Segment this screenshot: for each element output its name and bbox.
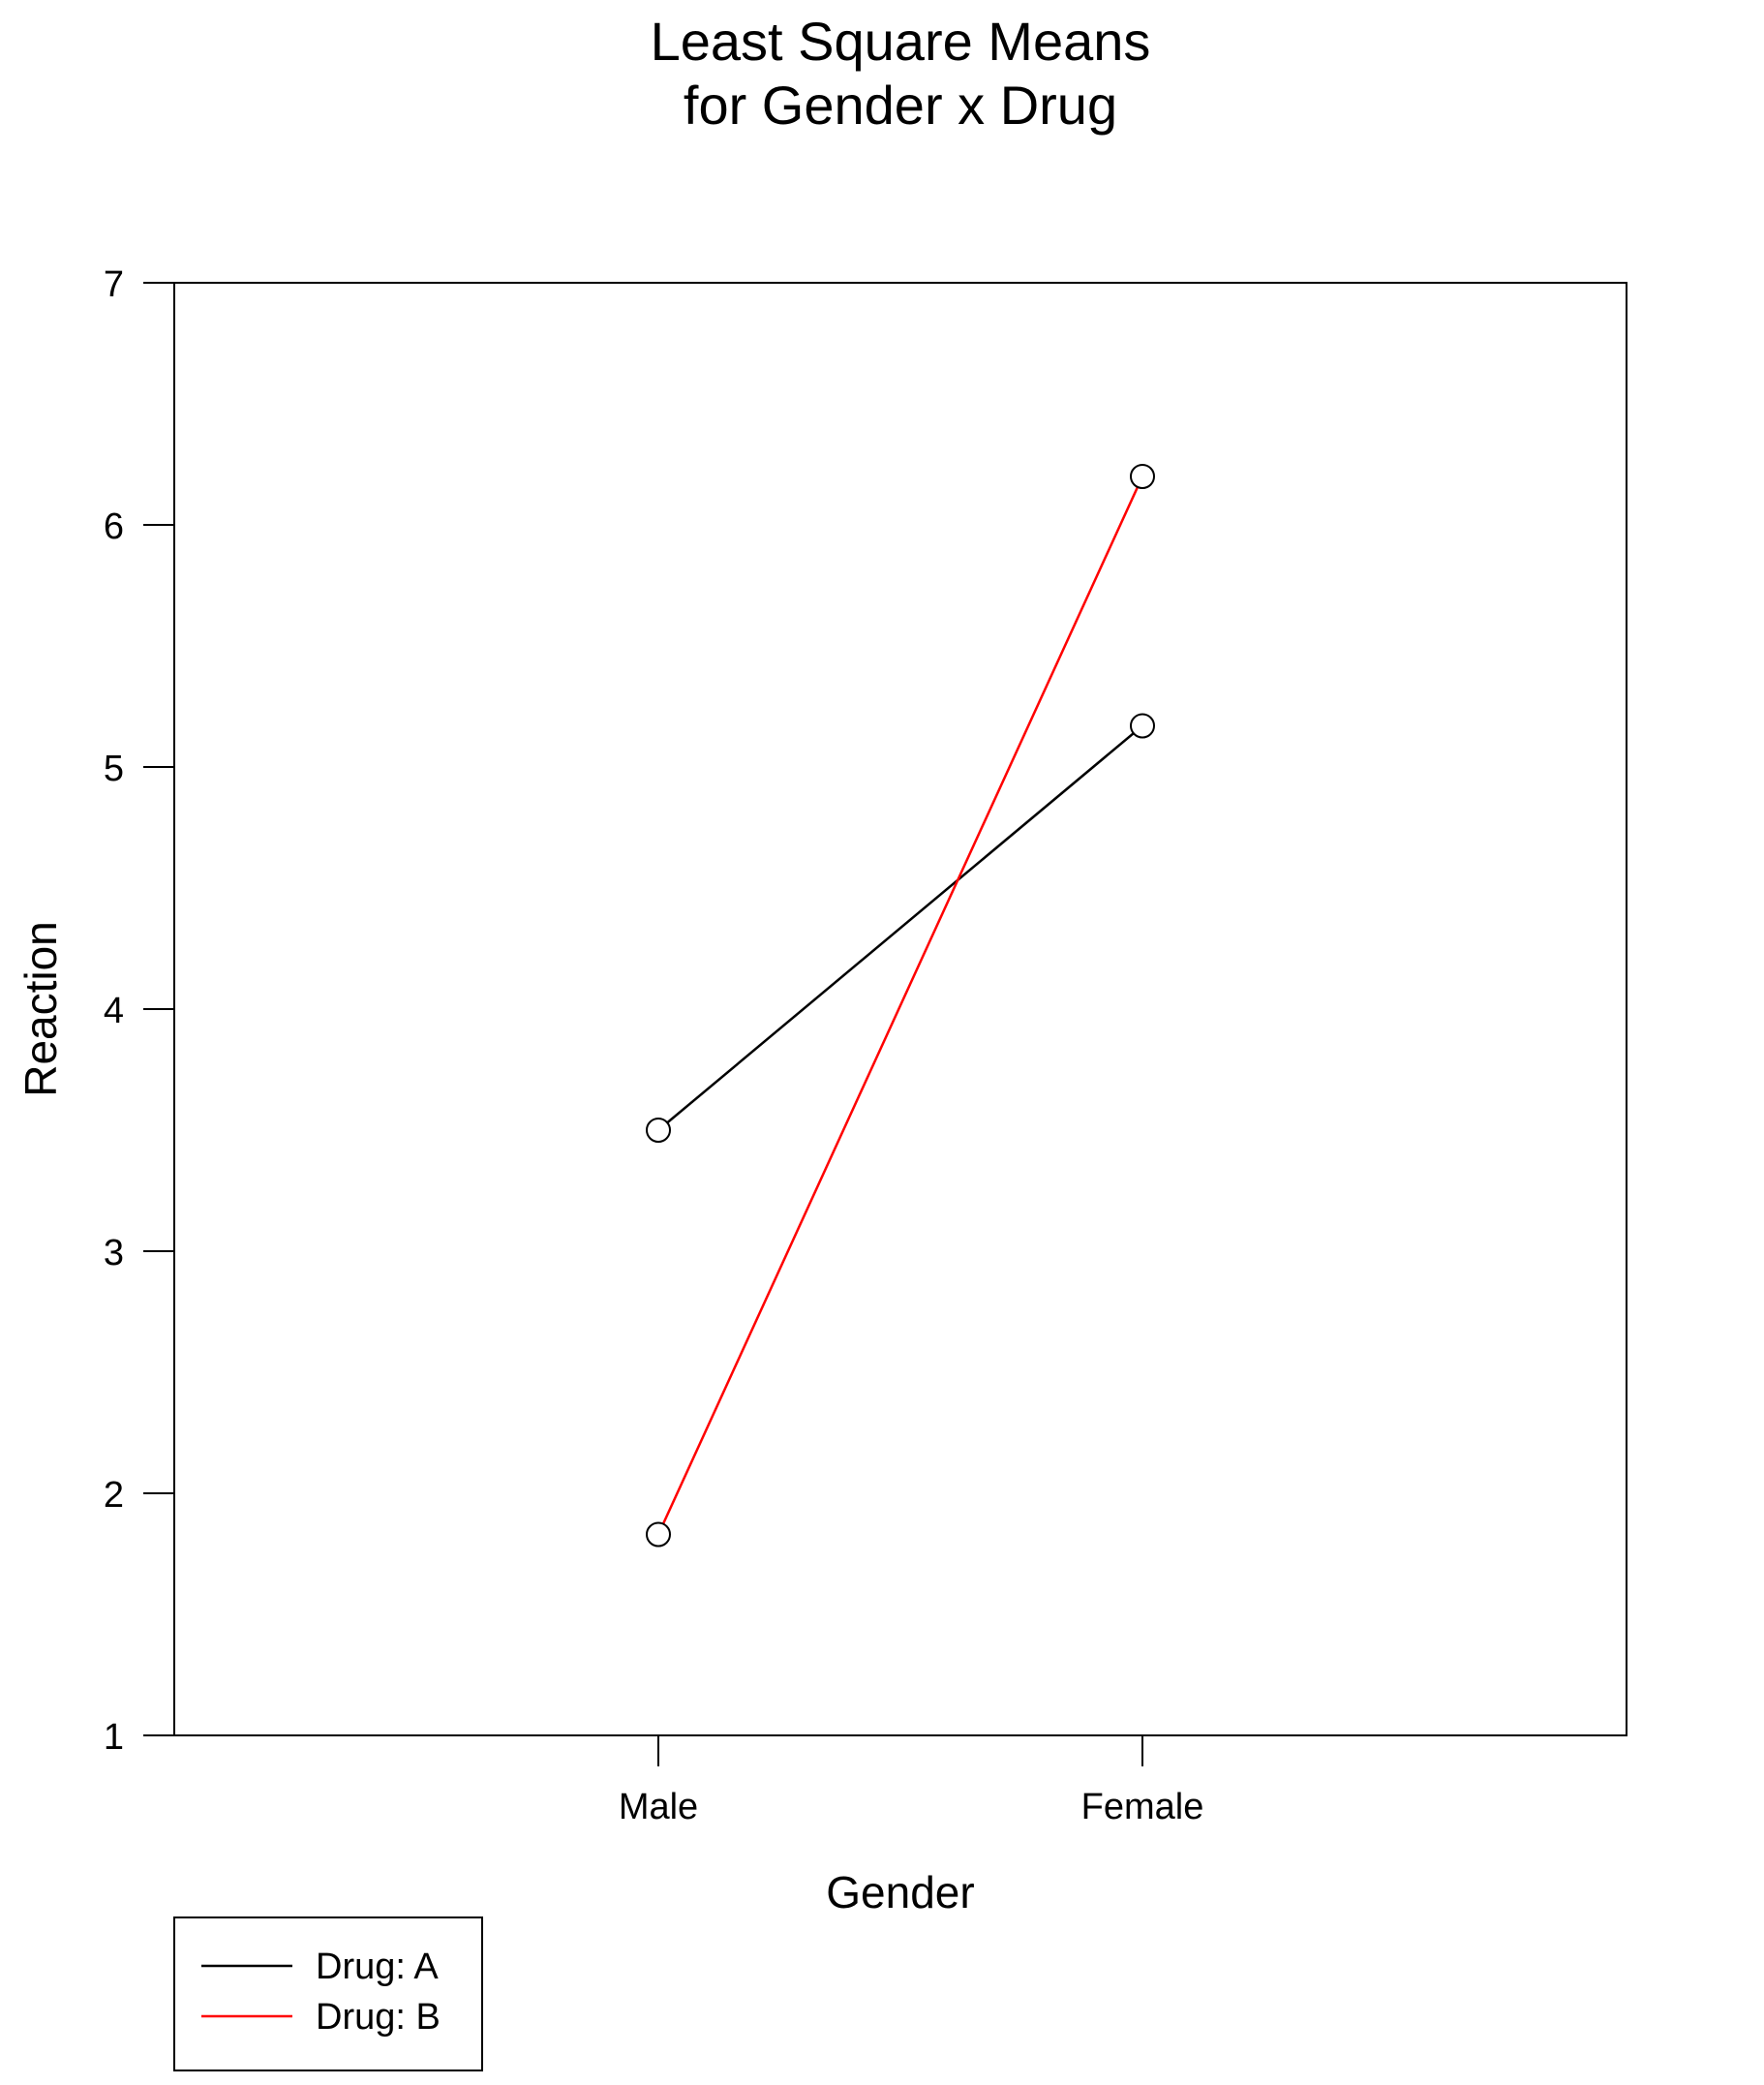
y-tick-label: 6 [104,506,124,547]
y-tick-label: 4 [104,991,124,1031]
y-tick-label: 2 [104,1475,124,1516]
y-tick-label: 3 [104,1233,124,1273]
data-point-1-1 [646,1118,671,1143]
series-line-1 [657,724,1143,1131]
x-tick-label: Female [1081,1787,1204,1827]
legend-label-1: Drug: A [316,1947,439,1987]
y-tick-label: 5 [104,749,124,789]
legend-box [173,1916,483,2071]
data-point-2-2 [1130,464,1155,489]
legend-label-2: Drug: B [316,1997,441,2038]
y-tick-label: 7 [104,264,124,305]
data-point-2-1 [646,1521,671,1548]
y-axis-label: Reaction [15,921,66,1097]
x-axis: Male Female [619,1735,1204,1827]
chart-title-line-2: for Gender x Drug [684,75,1117,136]
data-point-1-2 [1130,713,1155,739]
series-line-2 [656,475,1144,1536]
y-axis: 1 2 3 4 5 6 7 [104,264,174,1758]
y-tick-label: 1 [104,1717,124,1758]
x-axis-label: Gender [826,1867,974,1917]
series-layer [646,464,1155,1548]
chart-title-line-1: Least Square Means [651,11,1151,72]
x-tick-label: Male [619,1787,698,1827]
legend: Drug: A Drug: B [173,1916,483,2071]
